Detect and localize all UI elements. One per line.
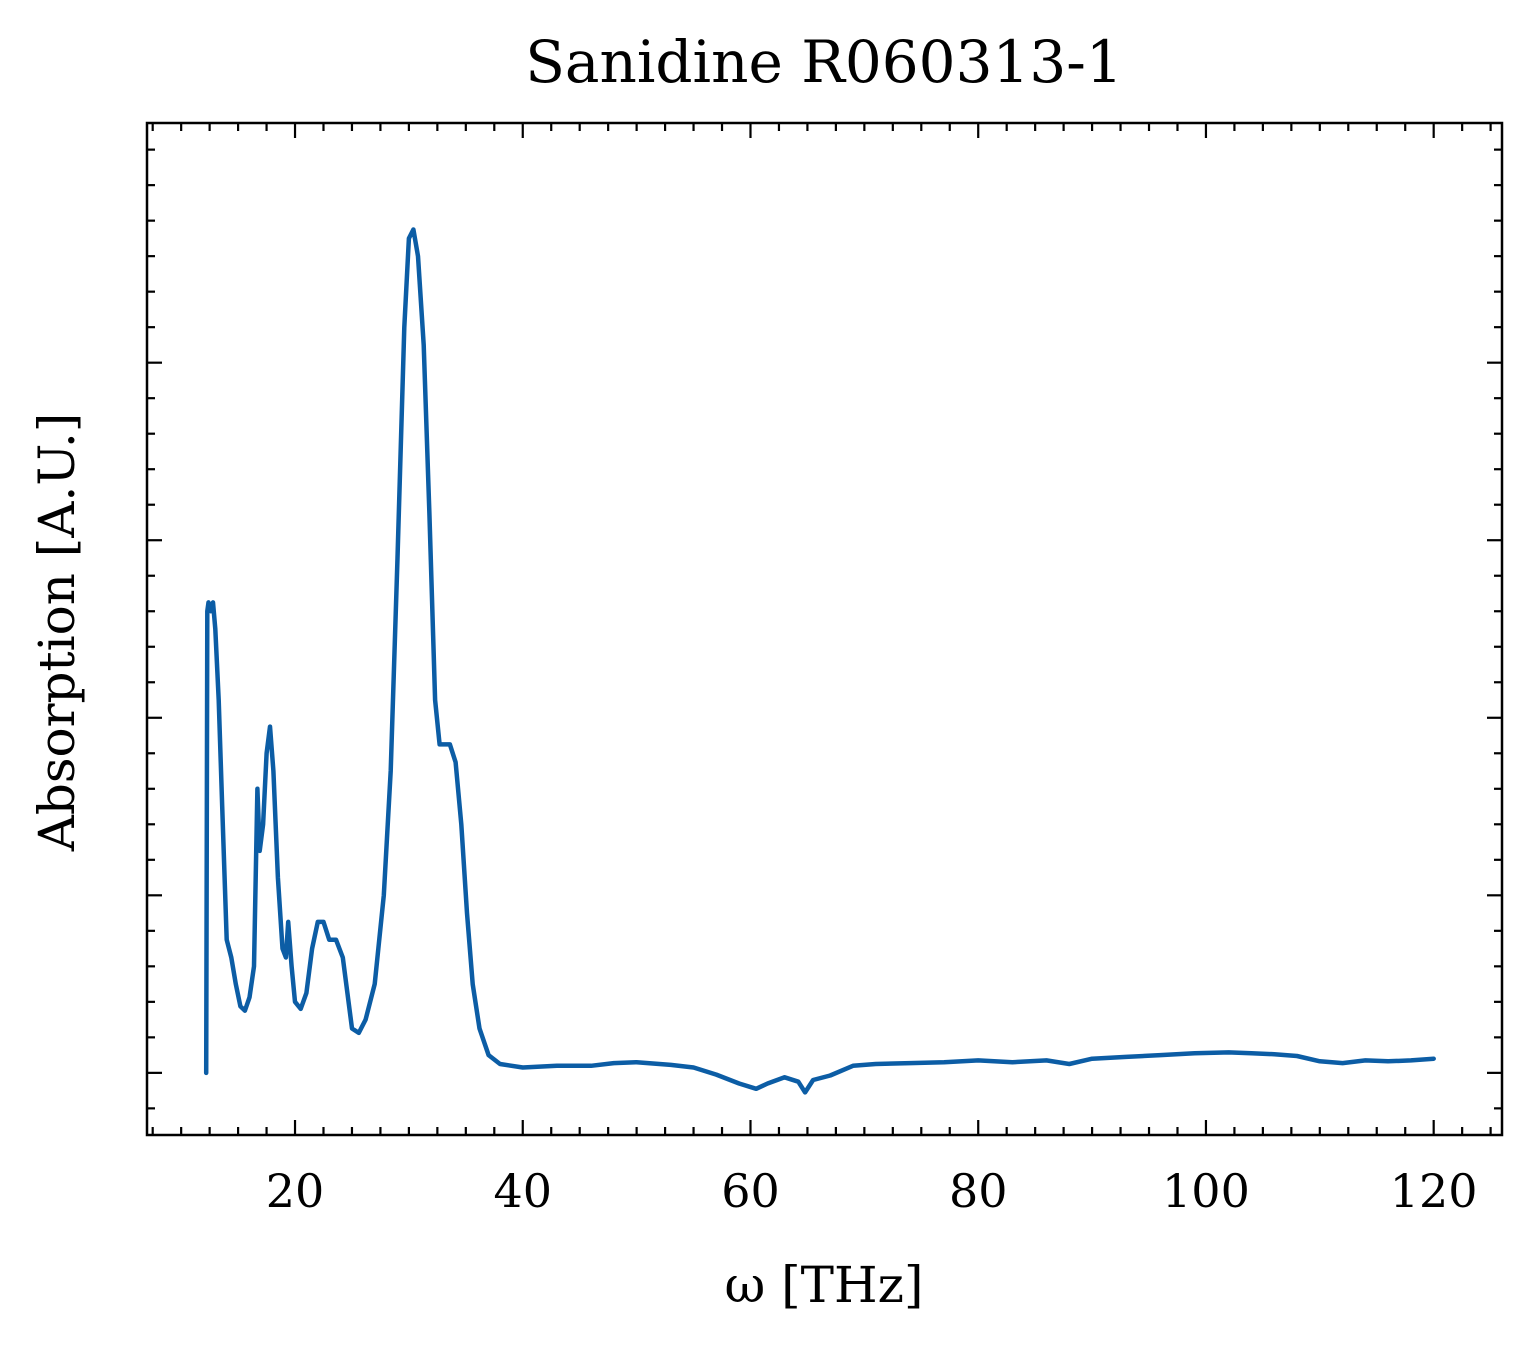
plot-frame [145, 121, 1504, 1137]
x-tick-label: 80 [949, 1164, 1008, 1218]
x-tick-label: 100 [1162, 1164, 1250, 1218]
chart-title: Sanidine R060313-1 [525, 28, 1123, 96]
y-axis-label: Absorption [A.U.] [28, 413, 86, 853]
x-tick-label: 40 [493, 1164, 552, 1218]
axis-ticks [147, 123, 1502, 1135]
x-tick-label: 20 [266, 1164, 325, 1218]
x-tick-labels: 20 40 60 80 100 120 [266, 1164, 1478, 1218]
x-axis-label: ω [THz] [725, 1256, 924, 1314]
plot-area [203, 227, 1436, 1095]
x-tick-label: 60 [721, 1164, 780, 1218]
absorption-series-line [203, 227, 1436, 1095]
x-tick-label: 120 [1390, 1164, 1478, 1218]
